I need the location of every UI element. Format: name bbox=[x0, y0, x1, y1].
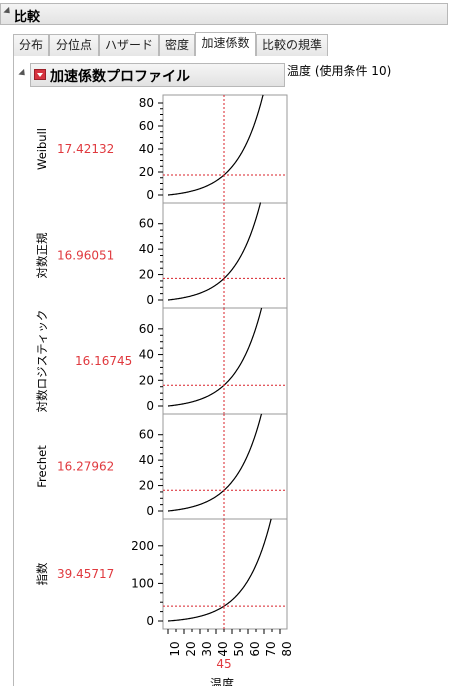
response-label: 指数 bbox=[35, 562, 49, 585]
tab-acceleration-factor[interactable]: 加速係数 bbox=[195, 32, 256, 56]
y-tick-label: 0 bbox=[146, 293, 154, 307]
tab-quantile[interactable]: 分位点 bbox=[49, 34, 99, 56]
y-tick-label: 40 bbox=[139, 242, 154, 256]
response-value: 16.16745 bbox=[75, 354, 132, 368]
current-x-value: 45 bbox=[216, 657, 231, 671]
y-tick-label: 60 bbox=[139, 428, 154, 442]
y-tick-label: 0 bbox=[146, 399, 154, 413]
response-label: 対数正規 bbox=[35, 232, 49, 278]
x-tick-label: 60 bbox=[248, 641, 262, 656]
x-tick-label: 40 bbox=[216, 641, 230, 656]
response-value: 16.96051 bbox=[57, 249, 114, 263]
red-triangle-menu-icon[interactable] bbox=[34, 69, 46, 80]
response-label: Frechet bbox=[35, 445, 49, 488]
y-tick-label: 0 bbox=[146, 614, 154, 628]
y-tick-label: 40 bbox=[139, 142, 154, 156]
profile-curve bbox=[168, 202, 261, 301]
profile-curve bbox=[168, 518, 272, 622]
y-tick-label: 40 bbox=[139, 453, 154, 467]
plot-frame bbox=[162, 413, 288, 520]
y-tick-label: 60 bbox=[139, 322, 154, 336]
y-tick-label: 60 bbox=[139, 217, 154, 231]
tab-distribution[interactable]: 分布 bbox=[13, 34, 49, 56]
response-label: 対数ロジスティック bbox=[35, 310, 49, 413]
profile-curve bbox=[168, 94, 264, 196]
x-tick-label: 50 bbox=[232, 641, 246, 656]
y-tick-label: 20 bbox=[139, 479, 154, 493]
condition-label: 温度 (使用条件 10) bbox=[287, 64, 392, 78]
plot-frame bbox=[162, 518, 288, 630]
response-value: 39.45717 bbox=[57, 567, 114, 581]
plot-frame bbox=[162, 202, 288, 309]
report-title: 比較 bbox=[14, 10, 41, 25]
tab-panel bbox=[13, 56, 451, 686]
response-value: 16.27962 bbox=[57, 460, 114, 474]
x-tick-label: 30 bbox=[200, 641, 214, 656]
x-axis-label: 温度 bbox=[210, 676, 234, 686]
tab-comparison-criteria[interactable]: 比較の規準 bbox=[256, 34, 328, 56]
profile-curve bbox=[168, 413, 263, 512]
x-tick-label: 10 bbox=[168, 641, 182, 656]
plot-frame bbox=[162, 307, 288, 415]
tab-hazard[interactable]: ハザード bbox=[99, 34, 159, 56]
profiler-title: 加速係数プロファイル bbox=[50, 69, 190, 85]
response-label: Weibull bbox=[35, 128, 49, 170]
y-tick-label: 100 bbox=[131, 576, 154, 590]
response-value: 17.42132 bbox=[57, 142, 114, 156]
y-tick-label: 0 bbox=[146, 188, 154, 202]
report-title-bar[interactable] bbox=[0, 3, 448, 25]
profile-curve bbox=[168, 307, 263, 407]
y-tick-label: 80 bbox=[139, 96, 154, 110]
y-tick-label: 40 bbox=[139, 348, 154, 362]
x-tick-label: 20 bbox=[184, 641, 198, 656]
plot-frame bbox=[162, 94, 288, 204]
y-tick-label: 200 bbox=[131, 539, 154, 553]
x-tick-label: 80 bbox=[280, 641, 294, 656]
y-tick-label: 20 bbox=[139, 268, 154, 282]
y-tick-label: 20 bbox=[139, 165, 154, 179]
x-tick-label: 70 bbox=[264, 641, 278, 656]
tab-density[interactable]: 密度 bbox=[159, 34, 195, 56]
y-tick-label: 20 bbox=[139, 373, 154, 387]
profiler-title-bar bbox=[30, 63, 285, 87]
y-tick-label: 60 bbox=[139, 119, 154, 133]
y-tick-label: 0 bbox=[146, 504, 154, 518]
